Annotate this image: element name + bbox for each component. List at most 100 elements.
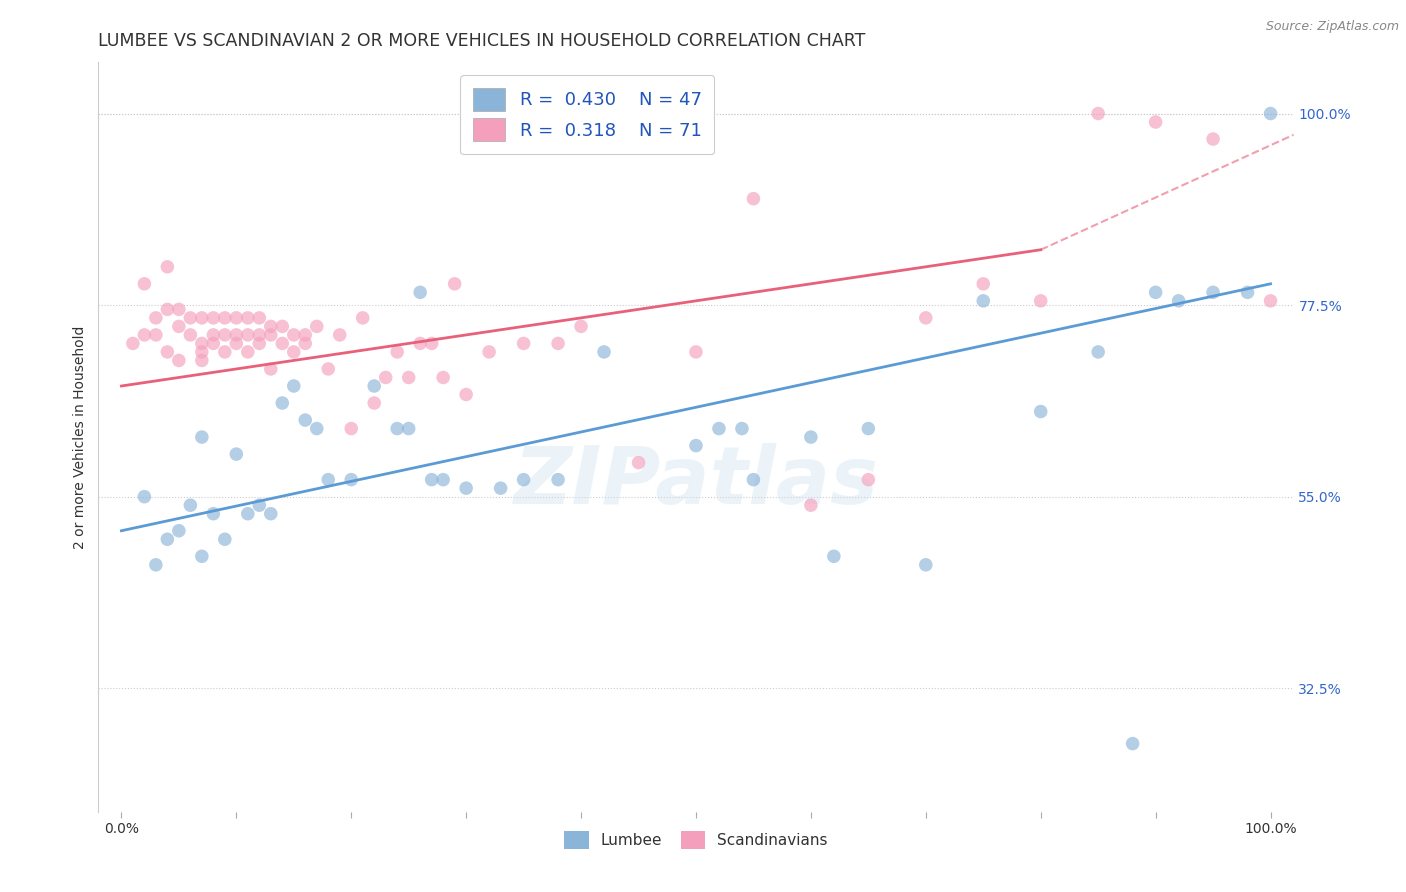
Point <box>247 336 270 351</box>
Point <box>283 327 305 342</box>
Point <box>305 319 328 334</box>
Point <box>225 327 247 342</box>
Point <box>569 319 592 334</box>
Point <box>489 481 512 495</box>
Point <box>432 473 454 487</box>
Point <box>593 345 616 359</box>
Point <box>547 473 569 487</box>
Point <box>858 473 880 487</box>
Point <box>363 396 385 410</box>
Text: Source: ZipAtlas.com: Source: ZipAtlas.com <box>1265 20 1399 33</box>
Point <box>156 533 179 547</box>
Point <box>398 370 420 384</box>
Point <box>260 507 283 521</box>
Point <box>214 345 236 359</box>
Point <box>1087 345 1109 359</box>
Point <box>294 336 316 351</box>
Y-axis label: 2 or more Vehicles in Household: 2 or more Vehicles in Household <box>73 326 87 549</box>
Text: LUMBEE VS SCANDINAVIAN 2 OR MORE VEHICLES IN HOUSEHOLD CORRELATION CHART: LUMBEE VS SCANDINAVIAN 2 OR MORE VEHICLE… <box>98 32 866 50</box>
Point <box>547 336 569 351</box>
Point <box>385 345 409 359</box>
Point <box>283 345 305 359</box>
Point <box>202 310 225 325</box>
Point <box>191 549 214 564</box>
Point <box>260 362 283 376</box>
Point <box>247 498 270 512</box>
Point <box>156 345 179 359</box>
Point <box>247 310 270 325</box>
Point <box>191 310 214 325</box>
Point <box>340 473 363 487</box>
Point <box>167 302 190 317</box>
Point <box>800 498 823 512</box>
Point <box>134 277 156 291</box>
Point <box>823 549 845 564</box>
Point <box>191 345 214 359</box>
Point <box>456 481 478 495</box>
Point <box>134 490 156 504</box>
Point <box>972 293 994 308</box>
Point <box>122 336 145 351</box>
Point <box>1260 293 1282 308</box>
Point <box>167 524 190 538</box>
Point <box>191 353 214 368</box>
Point <box>340 421 363 435</box>
Point <box>202 336 225 351</box>
Point <box>191 430 214 444</box>
Point <box>236 345 259 359</box>
Point <box>512 473 534 487</box>
Point <box>179 498 201 512</box>
Point <box>374 370 396 384</box>
Point <box>202 507 225 521</box>
Point <box>179 310 201 325</box>
Point <box>329 327 352 342</box>
Point <box>236 507 259 521</box>
Point <box>456 387 478 401</box>
Point <box>1236 285 1258 300</box>
Text: ZIPatlas: ZIPatlas <box>513 443 879 521</box>
Point <box>156 302 179 317</box>
Point <box>316 362 339 376</box>
Point <box>1260 106 1282 120</box>
Point <box>385 421 409 435</box>
Point <box>214 327 236 342</box>
Point <box>214 310 236 325</box>
Point <box>512 336 534 351</box>
Point <box>420 473 443 487</box>
Point <box>1202 132 1225 146</box>
Point <box>271 336 294 351</box>
Point <box>420 336 443 351</box>
Point <box>443 277 465 291</box>
Point <box>167 319 190 334</box>
Point <box>363 379 385 393</box>
Point <box>225 310 247 325</box>
Point <box>685 439 707 453</box>
Point <box>398 421 420 435</box>
Point <box>1029 404 1052 418</box>
Legend: Lumbee, Scandinavians: Lumbee, Scandinavians <box>557 823 835 856</box>
Point <box>478 345 501 359</box>
Point <box>1087 106 1109 120</box>
Point <box>627 456 650 470</box>
Point <box>294 413 316 427</box>
Point <box>1202 285 1225 300</box>
Point <box>236 310 259 325</box>
Point <box>731 421 754 435</box>
Point <box>236 327 259 342</box>
Point <box>1144 115 1167 129</box>
Point <box>409 336 432 351</box>
Point <box>352 310 374 325</box>
Point <box>145 310 167 325</box>
Point <box>1167 293 1189 308</box>
Point <box>914 558 936 572</box>
Point <box>432 370 454 384</box>
Point <box>707 421 730 435</box>
Point <box>145 327 167 342</box>
Point <box>225 447 247 461</box>
Point <box>179 327 201 342</box>
Point <box>260 319 283 334</box>
Point <box>260 327 283 342</box>
Point <box>914 310 936 325</box>
Point <box>742 192 765 206</box>
Point <box>1144 285 1167 300</box>
